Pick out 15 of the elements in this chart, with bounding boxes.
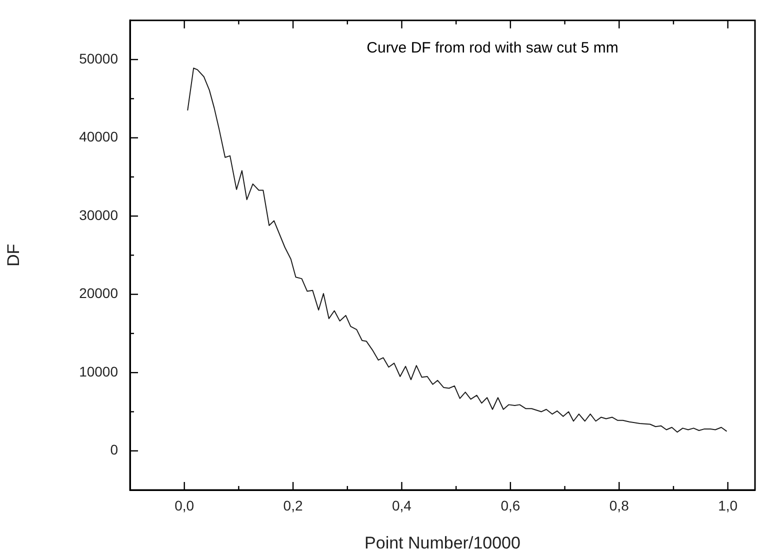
y-tick-label: 50000 <box>79 50 118 66</box>
y-tick-label: 30000 <box>79 206 118 223</box>
y-tick-label: 0 <box>110 442 118 458</box>
x-tick-label: 0,2 <box>283 497 303 514</box>
x-tick-label: 1,0 <box>718 497 738 514</box>
annotation: Curve DF from rod with saw cut 5 mm <box>366 40 618 57</box>
x-tick-label: 0,8 <box>609 497 630 514</box>
x-tick-label: 0,6 <box>500 497 520 514</box>
y-axis-title: DF <box>4 244 23 267</box>
x-tick-label: 0,0 <box>174 497 194 514</box>
y-tick-label: 20000 <box>79 285 118 302</box>
x-axis-title: Point Number/10000 <box>364 533 520 552</box>
y-tick-label: 40000 <box>79 128 118 145</box>
x-tick-label: 0,4 <box>392 497 412 514</box>
y-tick-label: 10000 <box>79 363 118 380</box>
